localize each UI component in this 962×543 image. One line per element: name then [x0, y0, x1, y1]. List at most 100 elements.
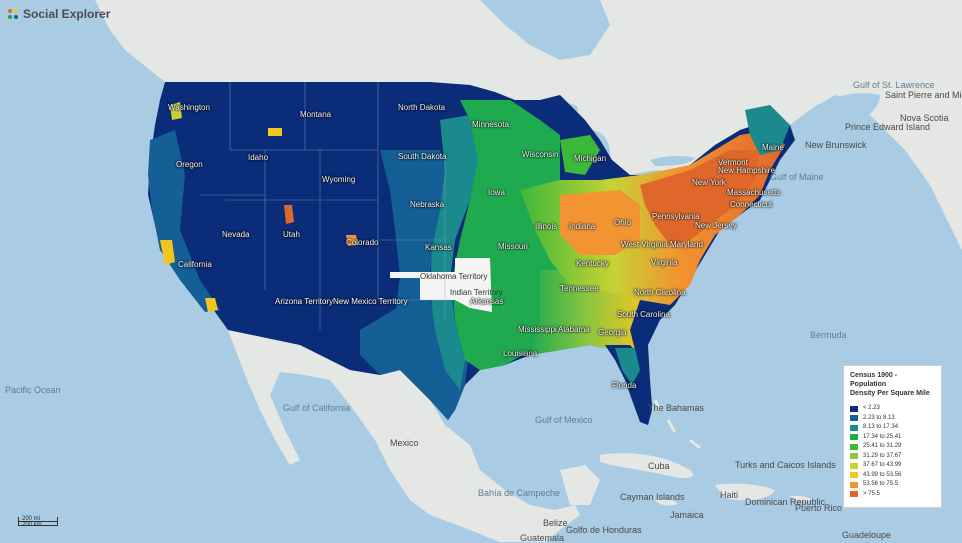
canada-land: [95, 0, 962, 250]
legend-rows: < 2.23 2.23 to 8.13 8.13 to 17.34 17.34 to …: [850, 404, 935, 499]
legend-swatch: [850, 443, 858, 450]
state-label: Virginia: [651, 258, 678, 267]
state-label: Nebraska: [410, 200, 445, 209]
state-label: Massachusetts: [727, 188, 781, 197]
state-label: Mississippi: [518, 325, 557, 334]
country-label: Saint Pierre and Miquelon: [885, 90, 962, 100]
density-pacific-coast: [148, 130, 220, 312]
state-label: Idaho: [248, 153, 269, 162]
legend-swatch: [850, 405, 858, 412]
country-label: Prince Edward Island: [845, 122, 931, 132]
state-label: Missouri: [498, 242, 528, 251]
legend-swatch: [850, 424, 858, 431]
legend-item: 53.56 to 75.5: [850, 480, 935, 490]
legend-label: 25.41 to 31.29: [863, 443, 902, 450]
state-label: Washington: [168, 103, 210, 112]
state-label: North Carolina: [634, 288, 686, 297]
legend-item: 25.41 to 31.29: [850, 442, 935, 452]
state-label: North Dakota: [398, 103, 446, 112]
density-florida-coast: [615, 348, 640, 385]
state-label: Wisconsin: [522, 150, 559, 159]
country-label: Haiti: [720, 490, 739, 500]
legend-label: > 75.5: [863, 490, 880, 497]
state-label: Maine: [762, 143, 784, 152]
legend-title-line2: Density Per Square Mile: [850, 390, 930, 397]
density-ohio-indiana: [560, 190, 640, 255]
state-label: Arkansas: [470, 297, 504, 306]
social-explorer-logo-icon: [8, 8, 19, 20]
country-label: Guadeloupe: [842, 530, 892, 540]
ocean-label: Gulf of Mexico: [535, 415, 593, 425]
state-label: Ohio: [614, 218, 631, 227]
cuba-island: [600, 453, 694, 478]
brand-name: Social Explorer: [23, 7, 111, 21]
density-michigan-north: [560, 135, 600, 175]
jamaica-island: [655, 499, 678, 506]
density-hotspot-seattle: [170, 102, 182, 120]
legend-item: > 75.5: [850, 490, 935, 500]
hispaniola-island: [715, 483, 775, 501]
country-label: New Brunswick: [805, 140, 867, 150]
state-label: Louisiana: [503, 349, 538, 358]
country-label: Belize: [543, 518, 568, 528]
state-label: Nevada: [222, 230, 250, 239]
density-maine: [745, 105, 790, 155]
state-label: New York: [692, 178, 726, 187]
territory-label: Arizona Territory: [275, 297, 334, 306]
legend-item: 31.29 to 37.67: [850, 452, 935, 462]
country-label: The Bahamas: [648, 403, 705, 413]
ocean-label: Bahía de Campeche: [478, 488, 561, 498]
legend-swatch: [850, 415, 858, 422]
legend-label: 43.99 to 53.56: [863, 471, 902, 478]
legend-swatch: [850, 453, 858, 460]
country-label: Turks and Caicos Islands: [735, 460, 836, 470]
gulf-stlawrence-water: [810, 93, 880, 130]
legend-label: 2.23 to 8.13: [863, 414, 895, 421]
legend-swatch: [850, 472, 858, 479]
legend-swatch: [850, 481, 858, 488]
territory-label: New Mexico Territory: [333, 297, 408, 306]
legend-label: 17.34 to 25.41: [863, 433, 902, 440]
state-label: Connecticut: [730, 200, 773, 209]
state-label: Montana: [300, 110, 332, 119]
unrecorded-oklahoma-territory: [390, 258, 492, 312]
legend-item: 17.34 to 25.41: [850, 433, 935, 443]
yucatan: [560, 465, 600, 505]
ocean-label: Bermuda: [810, 330, 847, 340]
state-label: Illinois: [535, 222, 558, 231]
state-label: Kansas: [425, 243, 452, 252]
state-label: Utah: [283, 230, 300, 239]
density-florida: [605, 345, 652, 425]
state-label: New Jersey: [695, 221, 737, 230]
state-borders: [200, 82, 450, 330]
state-label: Iowa: [488, 188, 505, 197]
legend-item: 8.13 to 17.34: [850, 423, 935, 433]
country-label: Mexico: [390, 438, 419, 448]
ocean-label: Gulf of St. Lawrence: [853, 80, 935, 90]
legend-title-line1: Census 1900 - Population: [850, 372, 898, 388]
country-label: Cuba: [648, 461, 670, 471]
state-label: New Hampshire: [718, 166, 775, 175]
state-label: Michigan: [574, 154, 607, 163]
state-label: South Carolina: [617, 310, 670, 319]
state-label: Minnesota: [472, 120, 509, 129]
hudson-bay: [480, 0, 610, 60]
state-label: Georgia: [598, 328, 627, 337]
state-label: California: [178, 260, 212, 269]
scale-line: 200 mi 200 km: [18, 516, 58, 528]
state-label: Vermont: [718, 158, 748, 167]
legend-swatch: [850, 434, 858, 441]
country-label: Jamaica: [670, 510, 704, 520]
great-lake-ontario: [650, 155, 695, 166]
density-hotspot-la: [205, 298, 218, 312]
state-label: Alabama: [558, 325, 590, 334]
legend-label: 8.13 to 17.34: [863, 424, 899, 431]
density-northeast-core: [640, 150, 760, 245]
legend-swatch: [850, 491, 858, 498]
ocean-label: Gulf of California: [283, 403, 351, 413]
ocean-label: Gulf of Maine: [770, 172, 824, 182]
bahamas-islands: [653, 399, 701, 450]
brand[interactable]: Social Explorer: [8, 7, 110, 21]
density-transition-teal: [430, 115, 480, 390]
